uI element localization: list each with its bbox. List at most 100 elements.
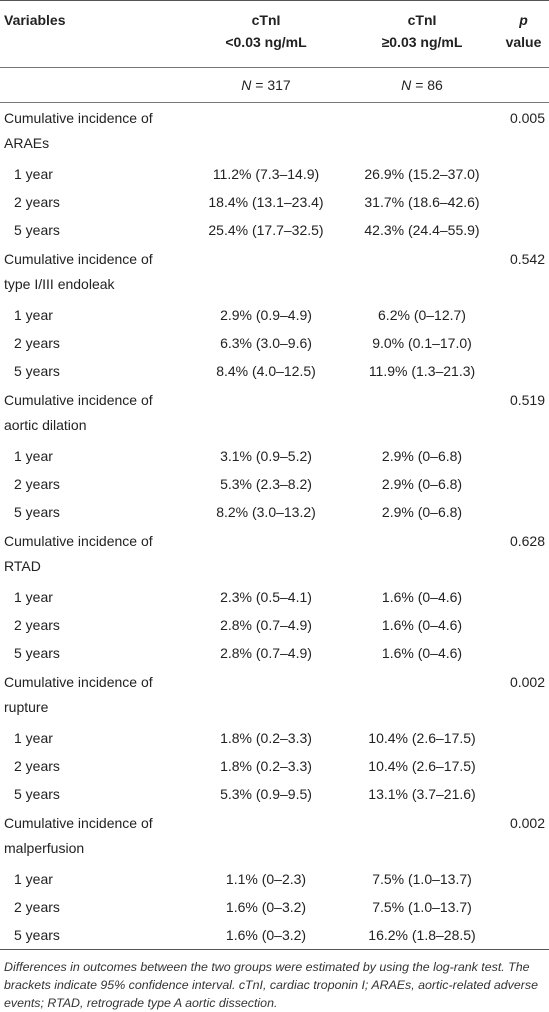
section-row: Cumulative incidence of malperfusion 0.00…	[0, 808, 549, 865]
value-cell: 1.8% (0.2–3.3)	[220, 730, 312, 746]
value-cell: 18.4% (13.1–23.4)	[208, 194, 324, 210]
empty-cell	[498, 639, 549, 667]
value-cell: 1.8% (0.2–3.3)	[220, 758, 312, 774]
empty-cell	[498, 583, 549, 611]
table: Variables cTnI <0.03 ng/mL cTnI ≥0.03 ng/mL p…	[0, 0, 549, 950]
p-value: 0.628	[509, 533, 545, 549]
header-line: <0.03 ng/mL	[225, 34, 307, 50]
value-cell: 2.9% (0–6.8)	[381, 504, 463, 520]
empty-cell	[498, 780, 549, 808]
empty-cell	[186, 385, 346, 442]
empty-cell	[498, 67, 549, 103]
row-label: 2 years	[14, 899, 60, 915]
row-label: 2 years	[14, 617, 60, 633]
header-line: cTnI	[407, 12, 437, 28]
header-line: cTnI	[251, 12, 281, 28]
empty-cell	[346, 244, 498, 301]
data-row: 2 years 5.3% (2.3–8.2) 2.9% (0–6.8)	[0, 470, 549, 498]
p-value: 0.519	[509, 392, 545, 408]
row-label: 5 years	[0, 921, 186, 950]
value-cell: 1.6% (0–4.6)	[381, 617, 463, 633]
row-label: 1 year	[14, 589, 53, 605]
empty-cell	[186, 667, 346, 724]
section-title: Cumulative incidence of rupture	[4, 674, 153, 715]
section-row: Cumulative incidence of type I/III endol…	[0, 244, 549, 301]
value-cell: 9.0% (0.1–17.0)	[372, 335, 472, 351]
value-cell: 2.9% (0–6.8)	[381, 476, 463, 492]
value-cell: 6.2% (0–12.7)	[378, 307, 466, 323]
row-label: 2 years	[14, 335, 60, 351]
value-cell: 16.2% (1.8–28.5)	[346, 921, 498, 950]
section-row: Cumulative incidence of ARAEs 0.005	[0, 103, 549, 161]
value-cell: 42.3% (24.4–55.9)	[364, 222, 480, 238]
data-row: 5 years 25.4% (17.7–32.5) 42.3% (24.4–55.9…	[0, 216, 549, 244]
data-row: 5 years 1.6% (0–3.2) 16.2% (1.8–28.5)	[0, 921, 549, 950]
value-cell: 10.4% (2.6–17.5)	[368, 758, 476, 774]
row-label: 2 years	[14, 194, 60, 210]
row-label: 5 years	[14, 504, 60, 520]
value-cell: 25.4% (17.7–32.5)	[208, 222, 324, 238]
p-value: 0.002	[509, 815, 545, 831]
value-cell: 2.9% (0–6.8)	[381, 448, 463, 464]
empty-cell	[498, 921, 549, 950]
empty-cell	[498, 357, 549, 385]
section-row: Cumulative incidence of rupture 0.002	[0, 667, 549, 724]
empty-cell	[498, 188, 549, 216]
empty-cell	[498, 329, 549, 357]
empty-cell	[498, 470, 549, 498]
row-label: 1 year	[14, 730, 53, 746]
data-row: 1 year 2.9% (0.9–4.9) 6.2% (0–12.7)	[0, 301, 549, 329]
row-label: 5 years	[14, 222, 60, 238]
value-cell: 1.6% (0–4.6)	[381, 589, 463, 605]
data-row: 1 year 1.8% (0.2–3.3) 10.4% (2.6–17.5)	[0, 724, 549, 752]
header-line: Variables	[4, 12, 66, 28]
value-cell: 2.8% (0.7–4.9)	[220, 645, 312, 661]
header-cell: cTnI <0.03 ng/mL	[186, 0, 346, 68]
value-cell: 3.1% (0.9–5.2)	[220, 448, 312, 464]
data-row: 2 years 6.3% (3.0–9.6) 9.0% (0.1–17.0)	[0, 329, 549, 357]
value-cell: 10.4% (2.6–17.5)	[368, 730, 476, 746]
empty-cell	[346, 808, 498, 865]
empty-cell	[186, 244, 346, 301]
row-label: 1 year	[14, 166, 53, 182]
empty-cell	[498, 865, 549, 893]
row-label: 2 years	[14, 476, 60, 492]
row-label: 1 year	[14, 307, 53, 323]
p-value: 0.002	[509, 674, 545, 690]
row-label: 5 years	[14, 645, 60, 661]
section-title: Cumulative incidence of malperfusion	[4, 815, 153, 856]
empty-cell	[346, 526, 498, 583]
n-cell: N = 317	[186, 67, 346, 103]
empty-cell	[498, 301, 549, 329]
header-cell: Variables	[0, 0, 186, 68]
empty-cell	[346, 667, 498, 724]
empty-cell	[498, 611, 549, 639]
data-row: 5 years 8.2% (3.0–13.2) 2.9% (0–6.8)	[0, 498, 549, 526]
data-row: 1 year 11.2% (7.3–14.9) 26.9% (15.2–37.0)	[0, 160, 549, 188]
empty-cell	[186, 808, 346, 865]
empty-cell	[498, 752, 549, 780]
data-row: 2 years 18.4% (13.1–23.4) 31.7% (18.6–42.6…	[0, 188, 549, 216]
section-title: Cumulative incidence of aortic dilation	[4, 392, 153, 433]
header-cell: cTnI ≥0.03 ng/mL	[346, 0, 498, 68]
empty-cell	[498, 893, 549, 921]
row-label: 5 years	[14, 363, 60, 379]
row-label: 5 years	[14, 786, 60, 802]
value-cell: 26.9% (15.2–37.0)	[364, 166, 480, 182]
row-label: 1 year	[14, 448, 53, 464]
empty-cell	[498, 160, 549, 188]
header-line: ≥0.03 ng/mL	[381, 34, 463, 50]
p-value: 0.542	[509, 251, 545, 267]
data-row: 1 year 3.1% (0.9–5.2) 2.9% (0–6.8)	[0, 442, 549, 470]
section-row: Cumulative incidence of aortic dilation 0…	[0, 385, 549, 442]
data-row: 1 year 2.3% (0.5–4.1) 1.6% (0–4.6)	[0, 583, 549, 611]
footnote: Differences in outcomes between the two …	[4, 960, 538, 1010]
n-row: N = 317 N = 86	[0, 67, 549, 103]
n-cell: N = 86	[346, 67, 498, 103]
p-value: 0.005	[509, 110, 545, 126]
section-row: Cumulative incidence of RTAD 0.628	[0, 526, 549, 583]
n-value: = 86	[415, 77, 443, 93]
value-cell: 5.3% (2.3–8.2)	[220, 476, 312, 492]
value-cell: 1.6% (0–3.2)	[186, 921, 346, 950]
